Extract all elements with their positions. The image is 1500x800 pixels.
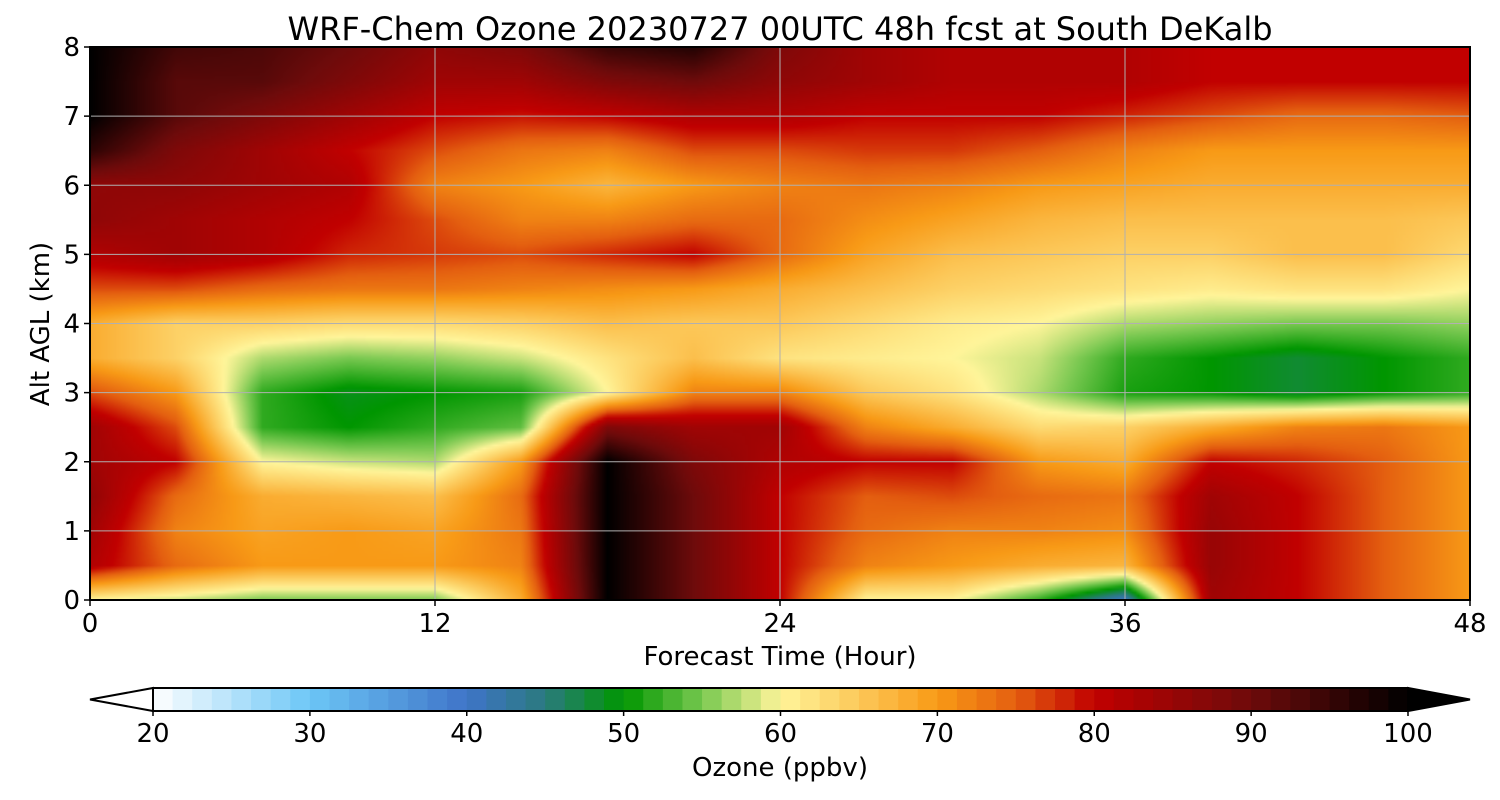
colorbar-segment — [1329, 688, 1350, 711]
y-axis-label: Alt AGL (km) — [26, 242, 56, 406]
colorbar-segment — [1309, 688, 1331, 711]
x-axis-label: Forecast Time (Hour) — [643, 642, 916, 672]
y-tick-label: 7 — [63, 102, 80, 132]
x-tick-label: 36 — [1108, 609, 1141, 639]
colorbar-tick-label: 40 — [450, 719, 483, 749]
colorbar-segment — [819, 688, 840, 711]
y-tick-label: 2 — [63, 448, 80, 478]
y-tick-label: 1 — [63, 517, 80, 547]
colorbar-segment — [956, 688, 978, 711]
colorbar-ticks: 20 30 40 50 60 70 80 90 100 — [136, 711, 1433, 749]
colorbar-extend-low — [89, 686, 154, 713]
colorbar-segment — [427, 688, 448, 711]
colorbar-tick-label: 30 — [293, 719, 326, 749]
colorbar-segment — [309, 688, 331, 711]
chart-title: WRF-Chem Ozone 20230727 00UTC 48h fcst a… — [287, 10, 1272, 48]
colorbar-segment — [388, 688, 409, 711]
colorbar-segment — [1368, 688, 1389, 711]
colorbar-tick-label: 20 — [136, 719, 169, 749]
colorbar-segment — [1074, 688, 1095, 711]
colorbar-tick-label: 80 — [1078, 719, 1111, 749]
colorbar-segment — [702, 688, 723, 711]
y-tick-label: 6 — [63, 171, 80, 201]
colorbar-tick-label: 60 — [764, 719, 797, 749]
colorbar-segment — [329, 688, 350, 711]
colorbar-segment — [1113, 688, 1135, 711]
x-tick-label: 24 — [763, 609, 796, 639]
colorbar-segment — [878, 688, 899, 711]
colorbar-segment — [153, 688, 174, 711]
colorbar-segment — [1055, 688, 1076, 711]
colorbar-segment — [231, 688, 252, 711]
y-tick-label: 3 — [63, 379, 80, 409]
colorbar-segment — [1133, 688, 1154, 711]
colorbar-segment — [1172, 688, 1193, 711]
colorbar-extend-high — [1407, 686, 1471, 713]
colorbar-segment — [505, 688, 527, 711]
colorbar-label: Ozone (ppbv) — [692, 753, 868, 783]
colorbar-segment — [682, 688, 703, 711]
colorbar-segment — [976, 688, 997, 711]
colorbar-segment — [564, 688, 586, 711]
colorbar-segment — [1211, 688, 1233, 711]
colorbar-segment — [741, 688, 762, 711]
colorbar-segment — [349, 688, 370, 711]
colorbar-segment — [898, 688, 919, 711]
colorbar-segment — [1231, 688, 1252, 711]
colorbar-segment — [604, 688, 625, 711]
colorbar-segment — [760, 688, 782, 711]
colorbar-tick-label: 90 — [1235, 719, 1268, 749]
colorbar-segment — [780, 688, 801, 711]
colorbar-segment — [172, 688, 193, 711]
colorbar-segment — [407, 688, 429, 711]
colorbar-tick-label: 50 — [607, 719, 640, 749]
y-tick-label: 5 — [63, 240, 80, 270]
colorbar-segment — [662, 688, 684, 711]
colorbar-segment — [858, 688, 880, 711]
colorbar-segment — [1270, 688, 1291, 711]
x-axis-ticks: 0 12 24 36 48 — [82, 600, 1487, 639]
colorbar-segment — [525, 688, 546, 711]
colorbar-segment — [251, 688, 272, 711]
colorbar-segment — [486, 688, 507, 711]
colorbar-segment — [545, 688, 566, 711]
colorbar-segment — [1094, 688, 1115, 711]
colorbar-segment — [917, 688, 938, 711]
colorbar-segment — [1349, 688, 1370, 711]
colorbar-segment — [1290, 688, 1311, 711]
colorbar-segment — [466, 688, 487, 711]
colorbar-segment — [584, 688, 605, 711]
y-tick-label: 8 — [63, 33, 80, 63]
x-tick-label: 0 — [82, 609, 99, 639]
x-tick-label: 12 — [418, 609, 451, 639]
colorbar-segment — [721, 688, 742, 711]
colorbar-segment — [937, 688, 958, 711]
colorbar-segment — [211, 688, 233, 711]
colorbar-segment — [1153, 688, 1174, 711]
colorbar-segment — [1192, 688, 1213, 711]
colorbar-segment — [623, 688, 644, 711]
colorbar-segment — [192, 688, 213, 711]
colorbar-segment — [996, 688, 1017, 711]
colorbar-segment — [368, 688, 389, 711]
colorbar-tick-label: 70 — [921, 719, 954, 749]
colorbar-segment — [270, 688, 291, 711]
colorbar-segment — [839, 688, 860, 711]
y-axis-ticks: 0 1 2 3 4 5 6 7 8 — [63, 33, 90, 616]
colorbar — [89, 686, 1471, 713]
colorbar-segment — [1015, 688, 1037, 711]
colorbar-segment — [1388, 688, 1409, 711]
colorbar-tick-label: 100 — [1383, 719, 1433, 749]
colorbar-segment — [1035, 688, 1056, 711]
colorbar-segment — [800, 688, 821, 711]
x-tick-label: 48 — [1453, 609, 1486, 639]
colorbar-segment — [1251, 688, 1272, 711]
colorbar-segment — [290, 688, 311, 711]
y-tick-label: 0 — [63, 586, 80, 616]
y-tick-label: 4 — [63, 310, 80, 340]
colorbar-segment — [447, 688, 468, 711]
colorbar-segment — [643, 688, 664, 711]
